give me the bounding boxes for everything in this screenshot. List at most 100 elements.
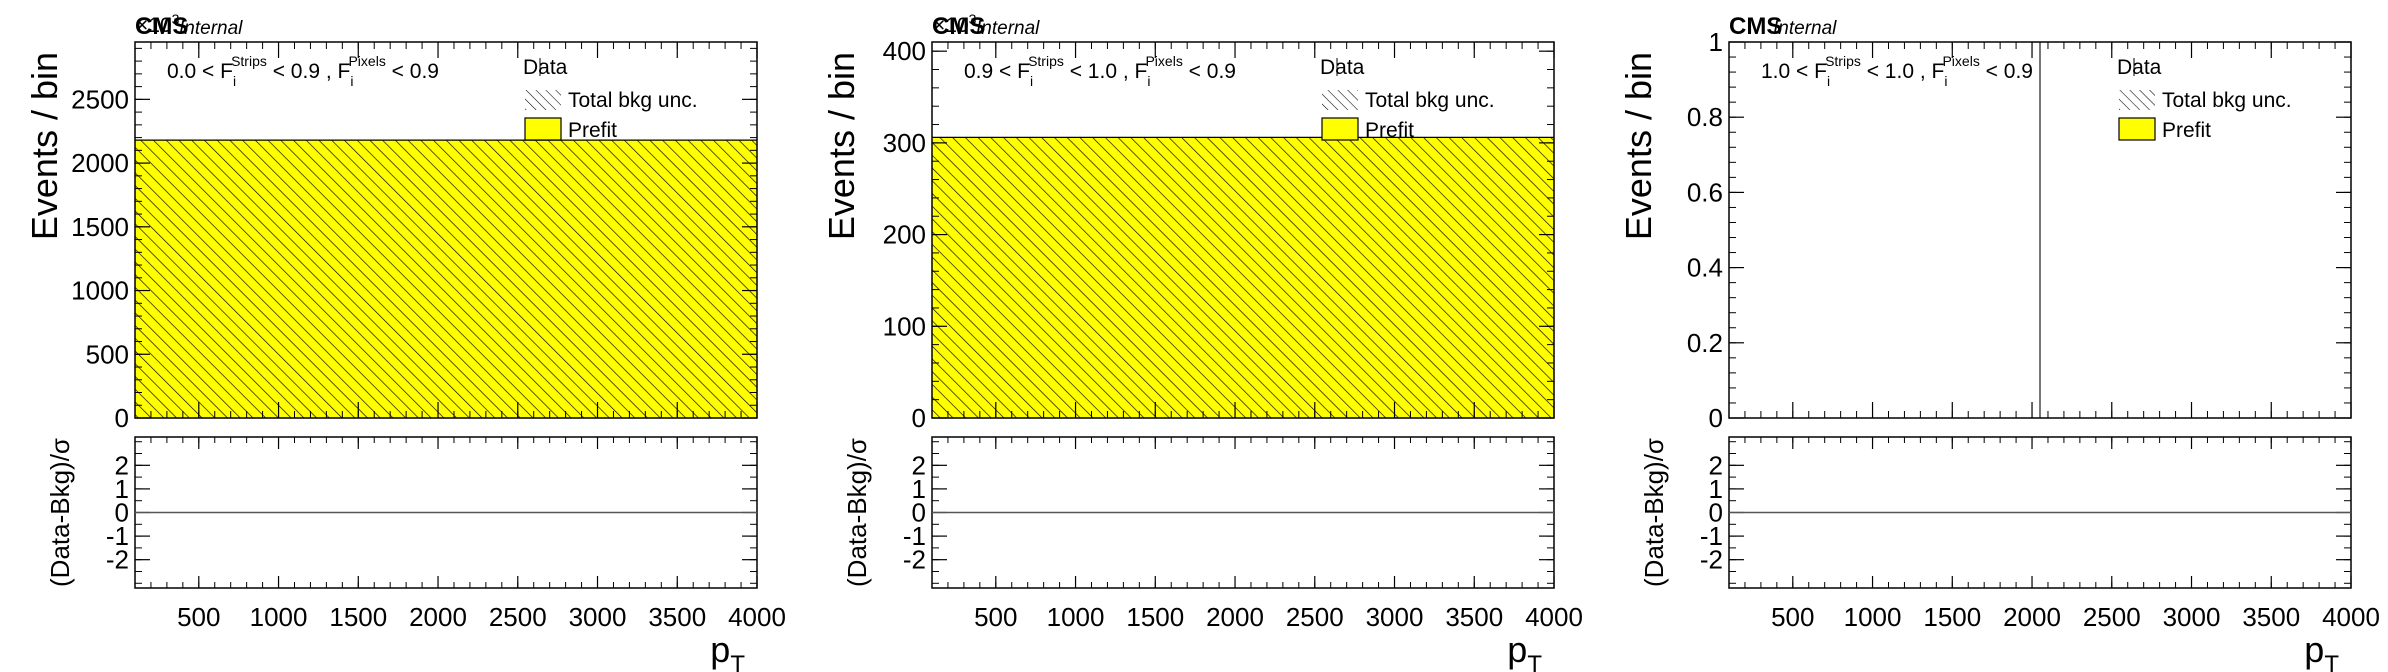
y-tick-label: 400 [883,36,926,66]
y-tick-label: 300 [883,128,926,158]
legend-entry-data: Data [2117,56,2162,79]
y-tick-label: 500 [86,339,129,369]
region-part-c: < 0.9 [386,60,439,83]
x-tick-label: 2500 [489,602,547,632]
x-tick-label: 4000 [2322,602,2380,632]
y-tick-label: 1500 [71,212,129,242]
x-tick-label: 2500 [2083,602,2141,632]
y-tick-label: 2500 [71,84,129,114]
region-sub-1: i [233,73,236,89]
region-sup-1: Strips [1825,53,1861,69]
legend-prefit-swatch [2118,117,2156,141]
uncertainty-band [932,137,1554,418]
legend-unc-swatch [1322,90,1358,110]
x-tick-label: 3500 [1445,602,1503,632]
legend-prefit-label: Prefit [2162,119,2211,142]
x-tick-label: 4000 [728,602,786,632]
y-tick-label: 0 [1709,403,1723,433]
x-tick-label: 3500 [2242,602,2300,632]
ratio-y-axis-title: (Data-Bkg)/σ [842,438,872,587]
y-tick-label: 100 [883,311,926,341]
x-axis-title: pT [2304,629,2339,672]
x-tick-label: 2500 [1286,602,1344,632]
x-tick-label: 2000 [409,602,467,632]
y-axis-title: Events / bin [24,52,65,240]
uncertainty-band [135,140,757,418]
ratio-y-tick-label: 0 [1709,498,1723,528]
legend-entry-prefit: Prefit [1321,117,1414,142]
main-plot-frame [134,41,758,419]
ratio-y-axis-title: (Data-Bkg)/σ [45,438,75,587]
y-tick-label: 1 [1709,27,1723,57]
y-tick-label: 200 [883,220,926,250]
x-axis-title-sub: T [2324,651,2339,672]
ratio-y-tick-label: 1 [115,474,129,504]
x-axis-title: pT [710,629,745,672]
x-tick-label: 3000 [1366,602,1424,632]
legend-data-label: Data [523,56,568,79]
y-tick-label: 0.4 [1687,253,1723,283]
x-tick-label: 3000 [2163,602,2221,632]
ratio-y-tick-label: -1 [1700,521,1723,551]
exponent-label: ×103 [933,11,977,37]
panel-1: 0 500 1000 1500 2000 2500 500 1000 1500 2000 2500 3… [24,11,786,672]
region-sub-1: i [1030,73,1033,89]
x-tick-label: 2000 [1206,602,1264,632]
region-part-c: < 0.9 [1980,60,2033,83]
x-tick-label: 4000 [1525,602,1583,632]
ratio-y-tick-label: 2 [912,450,926,480]
y-tick-label: 1000 [71,276,129,306]
x-tick-label: 500 [1771,602,1814,632]
x-axis-title-main: p [710,629,730,670]
y-tick-label: 0.8 [1687,102,1723,132]
y-tick-label: 2000 [71,148,129,178]
x-tick-label: 1500 [1126,602,1184,632]
region-label: 1.0 < FiStrips < 1.0 , FiPixels < 0.9 [1761,53,2033,89]
legend-entry-prefit: Prefit [2118,117,2211,142]
legend-prefit-swatch [524,117,562,141]
x-tick-label: 1000 [1047,602,1105,632]
ratio-y-axis-title: (Data-Bkg)/σ [1639,438,1669,587]
x-tick-label: 3000 [569,602,627,632]
exponent-base: ×10 [136,14,172,37]
exponent-power: 3 [172,11,180,27]
x-axis-title-sub: T [730,651,745,672]
x-tick-label: 500 [974,602,1017,632]
y-tick-label: 0.2 [1687,328,1723,358]
internal-label: Internal [1773,18,1837,39]
region-sub-2: i [1147,73,1150,89]
ratio-y-tick-label: 1 [912,474,926,504]
ratio-y-tick-label: 0 [912,498,926,528]
panel-2: 0 100 200 300 400 500 1000 1500 2000 2500 3000 3500… [821,11,1583,672]
internal-label: Internal [179,18,243,39]
legend-data-label: Data [2117,56,2162,79]
legend-unc-swatch [525,90,561,110]
region-sup-1: Strips [1028,53,1064,69]
x-tick-label: 1000 [1844,602,1902,632]
legend-unc-label: Total bkg unc. [2162,89,2292,112]
y-tick-label: 0 [115,403,129,433]
cms-label: CMS [135,13,188,40]
legend-entry-unc: Total bkg unc. [525,89,698,112]
region-part-a: 0.0 < F [167,60,233,83]
region-part-a: 1.0 < F [1761,60,1827,83]
x-tick-label: 3500 [648,602,706,632]
region-sup-2: Pixels [348,53,385,69]
region-sub-1: i [1827,73,1830,89]
ratio-y-tick-label: -2 [106,545,129,575]
legend-prefit-label: Prefit [1365,119,1414,142]
legend-entry-prefit: Prefit [524,117,617,142]
exponent-label: ×103 [136,11,180,37]
legend-prefit-swatch [1321,117,1359,141]
x-axis-title-sub: T [1527,651,1542,672]
ratio-y-tick-label: -1 [903,521,926,551]
ratio-y-tick-label: -2 [903,545,926,575]
region-part-a: 0.9 < F [964,60,1030,83]
legend-data-label: Data [1320,56,1365,79]
region-label: 0.9 < FiStrips < 1.0 , FiPixels < 0.9 [964,53,1236,89]
y-axis-title: Events / bin [1618,52,1659,240]
region-sup-2: Pixels [1942,53,1979,69]
legend-prefit-label: Prefit [568,119,617,142]
legend-entry-data: Data [523,56,568,79]
